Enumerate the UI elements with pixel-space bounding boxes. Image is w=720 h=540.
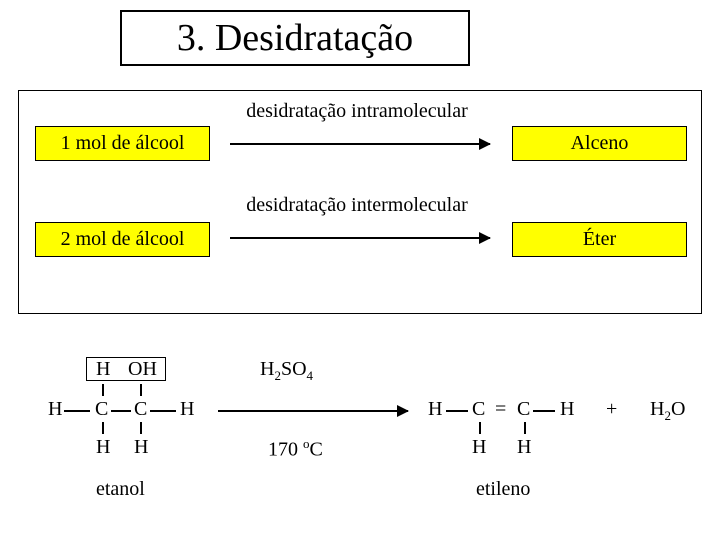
page-title: 3. Desidratação — [120, 10, 470, 66]
bond-v — [102, 422, 104, 434]
bond-v — [479, 422, 481, 434]
ethanol-name: etanol — [96, 478, 145, 501]
ethylene-bot-H1: H — [472, 436, 486, 459]
reaction1-arrow — [230, 143, 490, 145]
reagent-acid: H2SO4 — [260, 358, 313, 384]
reaction1-label: desidratação intramolecular — [232, 100, 482, 123]
reaction2-left: 2 mol de álcool — [35, 222, 210, 257]
bond-h — [533, 410, 555, 412]
ethanol-C2: C — [134, 398, 147, 421]
bond-v — [140, 384, 142, 396]
reaction2-right: Éter — [512, 222, 687, 257]
ethylene-name: etileno — [476, 478, 530, 501]
ethanol-top-box — [86, 357, 166, 381]
bond-v — [140, 422, 142, 434]
bond-v — [102, 384, 104, 396]
double-bond: = — [495, 398, 506, 421]
reaction2-label: desidratação intermolecular — [232, 194, 482, 217]
ethanol-C1: C — [95, 398, 108, 421]
bond-h — [446, 410, 468, 412]
ethanol-right-H: H — [180, 398, 194, 421]
ethylene-right-H: H — [560, 398, 574, 421]
bond-h — [64, 410, 90, 412]
bond-v — [524, 422, 526, 434]
reaction1-right: Alceno — [512, 126, 687, 161]
reaction2-arrow — [230, 237, 490, 239]
bond-h — [111, 410, 131, 412]
ethylene-bot-H2: H — [517, 436, 531, 459]
ethanol-left-H: H — [48, 398, 62, 421]
bond-h — [150, 410, 176, 412]
ethylene-left-H: H — [428, 398, 442, 421]
ethylene-C1: C — [472, 398, 485, 421]
reagent-temp: 170 oC — [268, 436, 323, 462]
water: H2O — [650, 398, 685, 424]
reaction1-left: 1 mol de álcool — [35, 126, 210, 161]
plus-sign: + — [606, 398, 617, 421]
ethanol-bot-H1: H — [96, 436, 110, 459]
example-arrow — [218, 410, 408, 412]
ethanol-bot-H2: H — [134, 436, 148, 459]
ethylene-C2: C — [517, 398, 530, 421]
